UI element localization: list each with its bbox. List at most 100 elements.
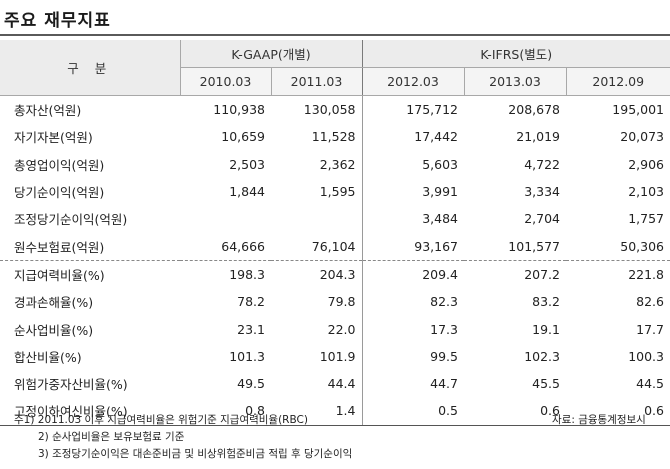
row-value: 2,362 <box>319 156 356 172</box>
row-value: 20,073 <box>620 129 664 145</box>
row-value: 208,678 <box>508 102 560 118</box>
header-corner: 구 분 <box>0 40 180 96</box>
row-value: 21,019 <box>516 129 560 145</box>
row-value: 100.3 <box>628 348 664 364</box>
row-value: 2,103 <box>628 184 664 200</box>
row-value: 204.3 <box>319 266 356 282</box>
table-row: 위험가중자산비율(%) 49.5 44.4 44.7 45.5 44.5 <box>0 369 670 398</box>
header-period: 2012.03 <box>361 67 464 96</box>
row-value: 3,484 <box>361 205 464 233</box>
row-value: 10,659 <box>221 129 265 145</box>
row-label: 총영업이익(억원) <box>14 157 105 173</box>
row-label: 자기자본(억원) <box>14 130 93 146</box>
table-row: 순사업비율(%) 23.1 22.0 17.3 19.1 17.7 <box>0 315 670 343</box>
row-value: 23.1 <box>237 321 265 337</box>
row-value: 76,104 <box>271 232 362 261</box>
row-value: 3,334 <box>524 184 560 200</box>
header-period: 2012.09 <box>565 67 670 96</box>
row-value: 1,844 <box>229 184 265 200</box>
row-value: 82.6 <box>636 294 664 310</box>
row-value: 0.6 <box>566 397 670 426</box>
footnote-2: 2) 순사업비율은 보유보험료 기준 <box>38 431 185 443</box>
row-label: 합산비율(%) <box>14 349 82 365</box>
footnote-3: 3) 조정당기순이익은 대손준비금 및 비상위험준비금 적립 후 당기순이익 <box>38 448 353 460</box>
row-value: 1,595 <box>319 184 356 200</box>
row-label: 순사업비율(%) <box>14 322 94 338</box>
row-value: 0.5 <box>361 397 464 426</box>
row-value: 45.5 <box>532 376 560 392</box>
row-value: 49.5 <box>237 376 265 392</box>
row-value: 17.7 <box>636 321 664 337</box>
row-label: 당기순이익(억원) <box>14 185 105 201</box>
table-row: 합산비율(%) 101.3 101.9 99.5 102.3 100.3 <box>0 342 670 370</box>
row-value: 209.4 <box>361 260 464 289</box>
row-value: 82.3 <box>361 288 464 316</box>
header-period: 2013.03 <box>463 67 566 96</box>
row-value: 198.3 <box>229 266 265 282</box>
header-row-groups: 구 분 K-GAAP(개별) K-IFRS(별도) <box>0 40 670 96</box>
table-row: 총자산(억원) 110,938 130,058 175,712 208,678 195,0… <box>0 95 670 124</box>
row-value: 22.0 <box>327 321 356 337</box>
row-value: 44.4 <box>327 376 356 392</box>
row-value: 2,704 <box>524 211 560 227</box>
row-value: 50,306 <box>566 232 670 261</box>
row-value: 17,442 <box>361 123 464 151</box>
row-label: 위험가중자산비율(%) <box>14 377 128 393</box>
row-value: 0.6 <box>464 397 566 426</box>
row-value: 11,528 <box>311 129 356 145</box>
table-row: 조정당기순이익(억원) 3,484 2,704 1,757 <box>0 205 670 233</box>
table-row: 총영업이익(억원) 2,503 2,362 5,603 4,722 2,906 <box>0 150 670 178</box>
table-row: 당기순이익(억원) 1,844 1,595 3,991 3,334 2,103 <box>0 177 670 206</box>
header-group-kgaap: K-GAAP(개별) <box>179 40 362 68</box>
row-value: 2,503 <box>229 156 265 172</box>
row-value: 101.3 <box>229 348 265 364</box>
row-label: 경과손해율(%) <box>14 295 94 311</box>
row-value: 1.4 <box>271 397 362 426</box>
row-value: 195,001 <box>612 102 664 118</box>
row-label: 고정이하여신비율(%) <box>0 397 180 426</box>
footnote-1: 주1) 2011.03 이후 지급여력비율은 위험기준 지급여력비율(RBC) <box>14 414 308 426</box>
row-value: 4,722 <box>524 156 560 172</box>
header-group-kifrs: K-IFRS(별도) <box>361 40 670 68</box>
table-row: 경과손해율(%) 78.2 79.8 82.3 83.2 82.6 <box>0 288 670 316</box>
row-value: 101.9 <box>319 348 356 364</box>
row-value: 102.3 <box>524 348 560 364</box>
row-value: 175,712 <box>361 95 464 124</box>
row-value: 110,938 <box>213 102 265 118</box>
row-value: 83.2 <box>532 294 560 310</box>
row-value: 1,757 <box>628 211 664 227</box>
row-value <box>271 205 362 232</box>
table-row: 지급여력비율(%) 198.3 204.3 209.4 207.2 221.8 <box>0 260 670 289</box>
header-period: 2011.03 <box>270 67 362 96</box>
row-value: 0.8 <box>180 397 271 426</box>
row-label: 총자산(억원) <box>14 103 82 119</box>
row-value: 101,577 <box>464 232 566 261</box>
row-value: 44.7 <box>361 369 464 398</box>
source-note: 자료: 금융통계정보시 <box>552 414 646 426</box>
row-value: 64,666 <box>180 232 271 261</box>
row-value: 19.1 <box>532 321 560 337</box>
row-value: 3,991 <box>361 177 464 206</box>
row-value: 17.3 <box>361 315 464 343</box>
financial-indicators-table: 구 분 K-GAAP(개별) K-IFRS(별도) 2010.03 2011.0… <box>0 40 670 426</box>
table-row: 자기자본(억원) 10,659 11,528 17,442 21,019 20,073 <box>0 123 670 151</box>
row-value: 79.8 <box>327 294 356 310</box>
header-row-periods: 2010.03 2011.03 2012.03 2013.03 2012.09 <box>0 67 670 96</box>
row-value: 207.2 <box>524 266 560 282</box>
row-label: 지급여력비율(%) <box>14 267 105 283</box>
row-value: 221.8 <box>628 266 664 282</box>
row-value: 5,603 <box>361 150 464 178</box>
table-row: 고정이하여신비율(%) 0.8 1.4 0.5 0.6 0.6 <box>0 397 670 426</box>
title-underline <box>0 34 670 36</box>
row-value: 99.5 <box>361 342 464 370</box>
row-value: 2,906 <box>628 156 664 172</box>
row-value: 93,167 <box>361 232 464 261</box>
row-value: 78.2 <box>237 294 265 310</box>
header-period: 2010.03 <box>179 67 271 96</box>
row-label: 조정당기순이익(억원) <box>14 212 128 228</box>
row-value: 130,058 <box>303 102 356 118</box>
row-label: 원수보험료(억원) <box>0 232 180 261</box>
page-title: 주요 재무지표 <box>4 11 111 31</box>
row-value: 44.5 <box>636 376 664 392</box>
table-row: 원수보험료(억원) 64,666 76,104 93,167 101,577 50,306 <box>0 232 670 261</box>
